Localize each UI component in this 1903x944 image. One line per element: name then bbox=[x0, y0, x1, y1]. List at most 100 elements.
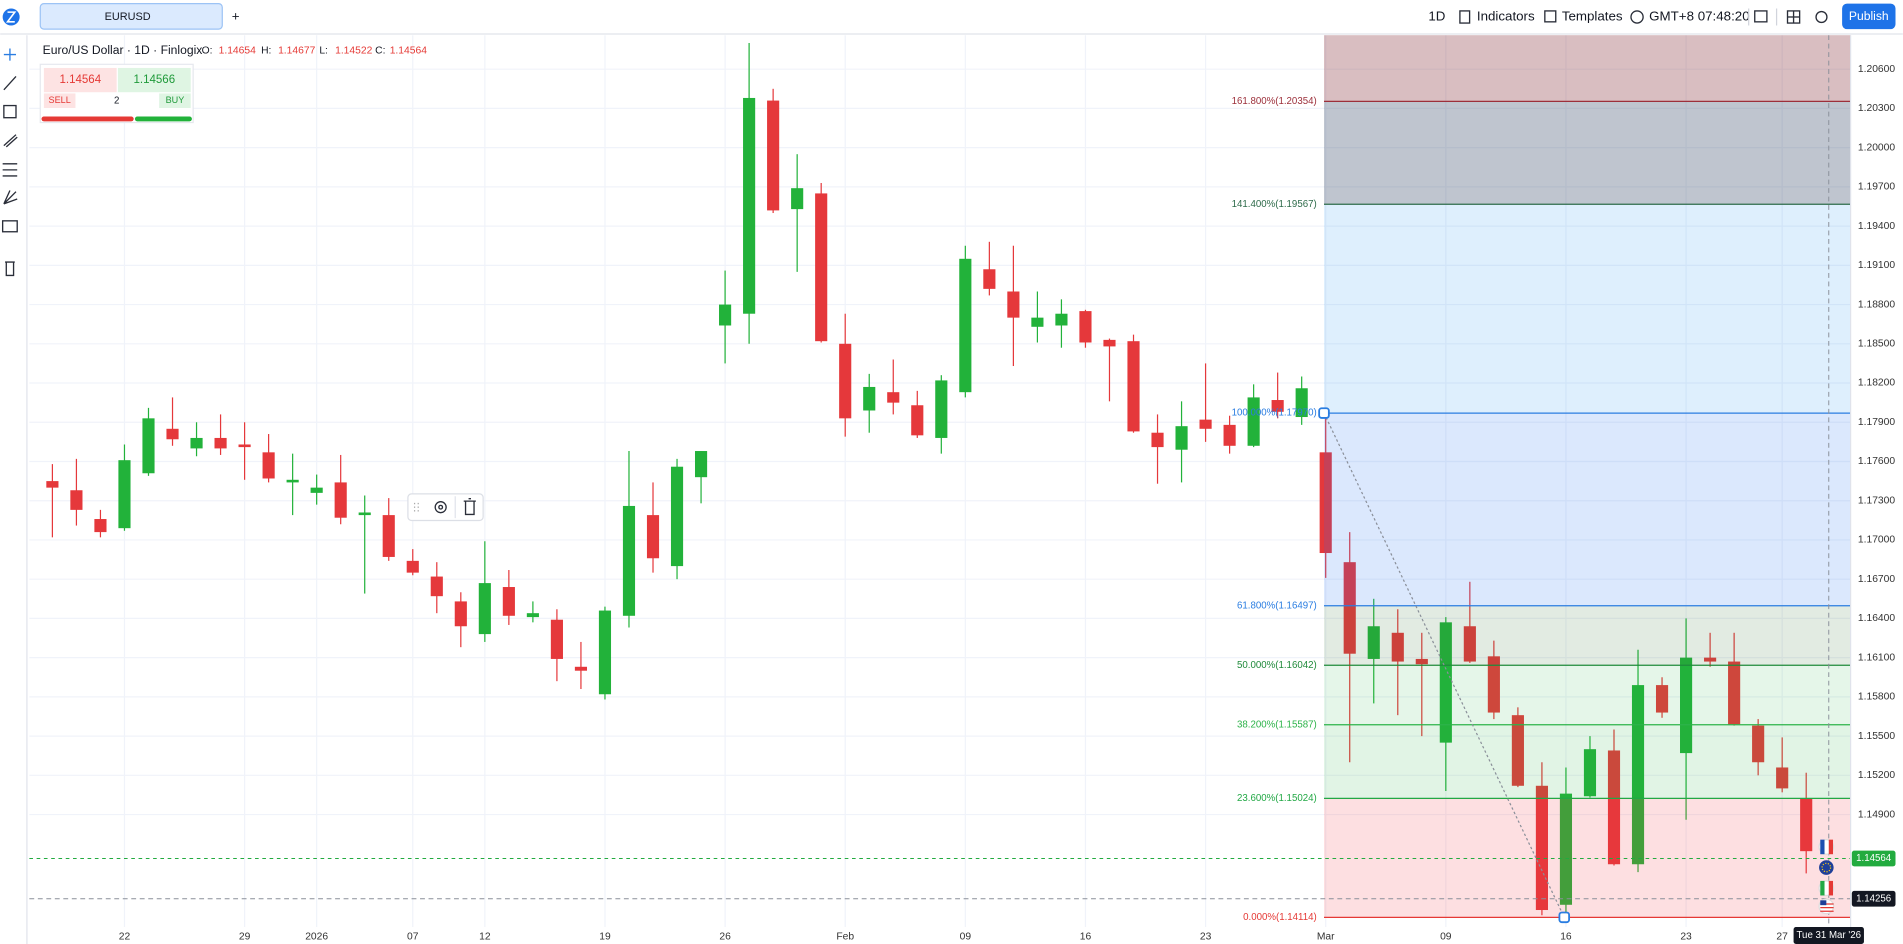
crosshair-price-label: 1.14256 bbox=[1856, 893, 1891, 904]
templates-icon bbox=[1544, 10, 1557, 23]
candle-body bbox=[815, 193, 828, 342]
candle-body bbox=[1704, 657, 1717, 662]
crosshair-tool[interactable] bbox=[3, 48, 16, 61]
toolbar-bg bbox=[0, 0, 1903, 34]
candle-body bbox=[1295, 388, 1308, 418]
drawing-toolbar bbox=[407, 493, 484, 522]
y-tick-label: 1.16400 bbox=[1858, 613, 1895, 624]
candle-body bbox=[1223, 424, 1236, 446]
candle-body bbox=[1487, 656, 1500, 713]
flag-eu[interactable] bbox=[1819, 860, 1834, 875]
y-tick-label: 1.15500 bbox=[1858, 731, 1895, 742]
sell-bar bbox=[41, 116, 134, 122]
interval[interactable]: 1D bbox=[1428, 9, 1445, 24]
x-tick-label: 16 bbox=[1080, 931, 1092, 942]
y-tick-label: 1.17900 bbox=[1858, 417, 1895, 428]
x-tick-label: 29 bbox=[239, 931, 251, 942]
buy-price: 1.14566 bbox=[133, 74, 175, 86]
crosshair-date-tag bbox=[1793, 927, 1864, 944]
settings-icon[interactable] bbox=[1815, 10, 1828, 24]
y-tick-label: 1.19100 bbox=[1858, 260, 1895, 271]
fib-level-label: 50.000%(1.16042) bbox=[1237, 660, 1317, 671]
sell-button[interactable] bbox=[43, 93, 76, 108]
fib-zone bbox=[1324, 605, 1851, 666]
indicators-button[interactable]: Indicators bbox=[1477, 9, 1535, 24]
candle-body bbox=[382, 515, 395, 557]
x-tick-label: 07 bbox=[407, 931, 419, 942]
price-axis-bg bbox=[1850, 35, 1903, 944]
plot: 0.000%(1.14114) 23.600%(1.15024) 38.200%(1… bbox=[29, 35, 1903, 944]
fib-zone bbox=[1324, 204, 1851, 414]
clock: 07:48:20 bbox=[1698, 9, 1750, 24]
text-tool[interactable] bbox=[1, 220, 18, 233]
top-toolbar: EURUSD + 1D Indicators Templates GMT+8 0… bbox=[0, 0, 1903, 35]
fib-level-label: 23.600%(1.15024) bbox=[1237, 793, 1317, 804]
logo-mark bbox=[5, 11, 17, 23]
x-tick-label: 2026 bbox=[305, 931, 328, 942]
candle-body bbox=[1439, 622, 1452, 743]
gann-tool[interactable] bbox=[3, 190, 18, 205]
candle-body bbox=[1367, 626, 1380, 659]
candle-body bbox=[1343, 562, 1356, 654]
buy-button[interactable] bbox=[159, 93, 191, 108]
ohlc-label: L: bbox=[319, 46, 328, 57]
fib-level-label: 161.800%(1.20354) bbox=[1232, 96, 1317, 107]
candle-body bbox=[478, 583, 491, 635]
y-tick-label: 1.19400 bbox=[1858, 221, 1895, 232]
quantity[interactable]: 2 bbox=[114, 95, 119, 106]
y-tick-label: 1.18200 bbox=[1858, 378, 1895, 389]
ohlc-label: C: bbox=[375, 46, 385, 57]
candle-body bbox=[238, 444, 251, 448]
candle-body bbox=[190, 437, 203, 449]
candle-body bbox=[1680, 657, 1693, 754]
trendline-tool[interactable] bbox=[3, 75, 17, 91]
candle-body bbox=[454, 601, 467, 627]
trade-widget: 1.14564 1.14566 SELL 2 BUY bbox=[39, 63, 194, 124]
x-tick-label: 09 bbox=[1440, 931, 1452, 942]
legend: Euro/US Dollar · 1D · Finlogix O: 1.1465… bbox=[43, 43, 428, 57]
candle-body bbox=[46, 481, 59, 488]
timezone[interactable]: GMT+8 bbox=[1649, 9, 1694, 24]
crosshair-date-label: Tue 31 Mar '26 bbox=[1797, 930, 1862, 941]
buy-box[interactable] bbox=[117, 67, 191, 93]
candle-body bbox=[935, 380, 948, 438]
x-tick-label: 22 bbox=[119, 931, 131, 942]
last-price-tag bbox=[1851, 850, 1896, 867]
flag-stripe bbox=[1828, 880, 1834, 896]
delete-tool[interactable] bbox=[5, 261, 15, 277]
settings-button[interactable] bbox=[434, 501, 447, 514]
fib-tool[interactable] bbox=[2, 163, 18, 177]
symbol-tab[interactable] bbox=[39, 3, 223, 30]
candle-body bbox=[142, 418, 155, 474]
candle-body bbox=[526, 613, 539, 618]
fib-level-label: 141.400%(1.19567) bbox=[1232, 199, 1317, 210]
candle-body bbox=[262, 452, 275, 479]
last-price-label: 1.14564 bbox=[1856, 853, 1892, 864]
templates-button[interactable]: Templates bbox=[1562, 9, 1623, 24]
candle-body bbox=[839, 343, 852, 419]
delete-button[interactable] bbox=[463, 498, 476, 516]
sell-price: 1.14564 bbox=[59, 74, 101, 86]
symbol-tab-label: EURUSD bbox=[105, 11, 151, 23]
sell-box[interactable] bbox=[43, 67, 117, 93]
drag-handle[interactable] bbox=[413, 502, 419, 512]
candle-body bbox=[1463, 626, 1476, 662]
candle-body bbox=[1175, 426, 1188, 450]
x-tick-label: 27 bbox=[1776, 931, 1788, 942]
fib-zone bbox=[1324, 798, 1851, 918]
fib-zone bbox=[1324, 413, 1851, 606]
publish-label: Publish bbox=[1849, 9, 1889, 23]
screenshot-icon[interactable] bbox=[1754, 10, 1768, 23]
candle-body bbox=[214, 437, 227, 449]
sell-label: SELL bbox=[49, 95, 71, 105]
candle-body bbox=[358, 512, 371, 516]
ohlc-value: 1.14564 bbox=[390, 46, 427, 57]
x-tick-label: 23 bbox=[1680, 931, 1692, 942]
rectangle-tool[interactable] bbox=[3, 104, 17, 119]
candle-body bbox=[1271, 400, 1284, 412]
publish-button[interactable] bbox=[1842, 3, 1896, 30]
candle-body bbox=[1391, 632, 1404, 662]
channel-tool[interactable] bbox=[3, 134, 18, 148]
x-tick-label: Mar bbox=[1317, 931, 1335, 942]
add-tab[interactable]: + bbox=[232, 9, 240, 24]
